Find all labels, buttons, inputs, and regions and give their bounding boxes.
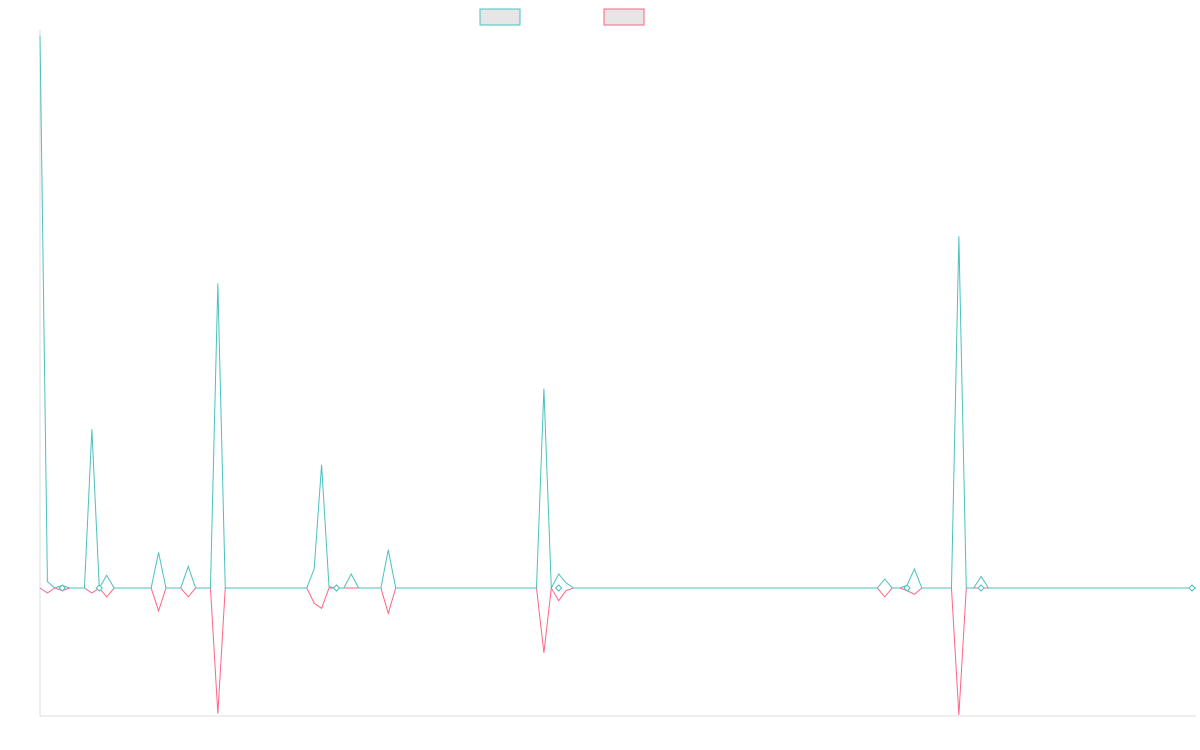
series-layer xyxy=(39,35,1196,716)
series-line-2 xyxy=(39,586,1196,716)
legend-swatch-2[interactable] xyxy=(603,8,645,26)
legend xyxy=(479,8,645,26)
point-marker[interactable] xyxy=(58,584,66,592)
point-marker[interactable] xyxy=(1188,584,1196,592)
point-marker[interactable] xyxy=(555,584,563,592)
series-line-1 xyxy=(39,35,1196,590)
point-marker[interactable] xyxy=(332,584,341,592)
point-marker[interactable] xyxy=(95,584,103,592)
marker-layer xyxy=(58,584,1196,592)
legend-swatch-1[interactable] xyxy=(479,8,521,26)
axes xyxy=(39,30,1196,717)
point-marker[interactable] xyxy=(903,584,911,592)
point-marker[interactable] xyxy=(977,584,985,592)
